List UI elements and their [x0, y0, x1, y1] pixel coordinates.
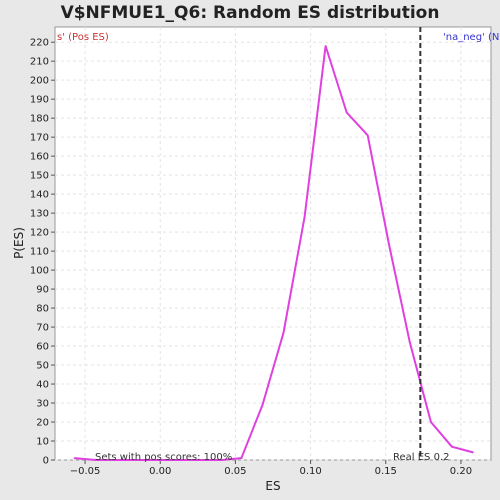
data-point: [157, 459, 160, 461]
data-point: [451, 445, 453, 448]
y-tick-label: 60: [36, 342, 49, 353]
pos-es-label: s' (Pos ES): [57, 32, 109, 43]
y-tick-label: 30: [36, 399, 49, 410]
data-point: [345, 111, 348, 114]
y-tick-label: 70: [36, 323, 49, 334]
x-tick-label: 0.20: [450, 466, 472, 477]
x-tick-label: −0.05: [70, 466, 101, 477]
grid: [55, 27, 491, 461]
data-point: [220, 459, 223, 461]
y-axis-title: P(ES): [12, 227, 26, 259]
plot-area: [54, 26, 492, 461]
data-point: [303, 216, 306, 218]
y-tick-label: 150: [30, 171, 49, 182]
y-tick-label: 0: [43, 456, 49, 467]
y-tick-label: 50: [36, 361, 49, 372]
y-tick-label: 220: [30, 38, 49, 49]
data-point: [429, 421, 432, 423]
x-axis: −0.05 0.00 0.05 0.10 0.15 0.20: [70, 460, 472, 477]
x-tick-label: 0.00: [149, 466, 171, 477]
chart-title: V$NFMUE1_Q6: Random ES distribution: [61, 3, 440, 23]
y-tick-label: 80: [36, 304, 49, 315]
y-tick-label: 10: [36, 437, 49, 448]
data-point: [472, 451, 474, 454]
data-point: [324, 45, 327, 47]
data-point: [94, 459, 97, 461]
y-axis: 0 10 20 30 40 50 60 70 80 90 100 110 120 130 140 150 160…: [30, 38, 55, 467]
y-tick-label: 180: [30, 114, 49, 125]
data-point: [408, 341, 411, 344]
data-point: [136, 459, 139, 461]
y-tick-label: 170: [30, 133, 49, 144]
data-point: [199, 459, 202, 461]
data-point: [282, 331, 285, 334]
data-point: [387, 242, 390, 245]
series-layer: [73, 45, 474, 461]
pos-scores-label: Sets with pos scores: 100%: [95, 452, 232, 463]
y-tick-label: 90: [36, 285, 49, 296]
real-es-label: Real ES 0.2: [393, 452, 449, 463]
x-tick-label: 0.10: [299, 466, 321, 477]
y-tick-label: 110: [30, 247, 49, 258]
y-tick-label: 130: [30, 209, 49, 220]
neg-es-label: 'na_neg' (N: [443, 32, 499, 43]
y-tick-label: 120: [30, 228, 49, 239]
y-tick-label: 190: [30, 95, 49, 106]
y-tick-label: 200: [30, 76, 49, 87]
data-point: [240, 457, 243, 460]
x-axis-title: ES: [265, 479, 280, 493]
data-point: [73, 457, 76, 460]
y-tick-label: 100: [30, 266, 49, 277]
data-point: [178, 459, 181, 461]
x-tick-label: 0.05: [224, 466, 246, 477]
data-point: [115, 459, 118, 461]
y-tick-label: 40: [36, 380, 49, 391]
data-point: [366, 134, 369, 137]
series-line: [74, 45, 474, 461]
y-tick-label: 160: [30, 152, 49, 163]
y-tick-label: 20: [36, 418, 49, 429]
data-point: [261, 404, 264, 406]
x-tick-label: 0.15: [375, 466, 397, 477]
y-tick-label: 140: [30, 190, 49, 201]
y-tick-label: 210: [30, 57, 49, 68]
